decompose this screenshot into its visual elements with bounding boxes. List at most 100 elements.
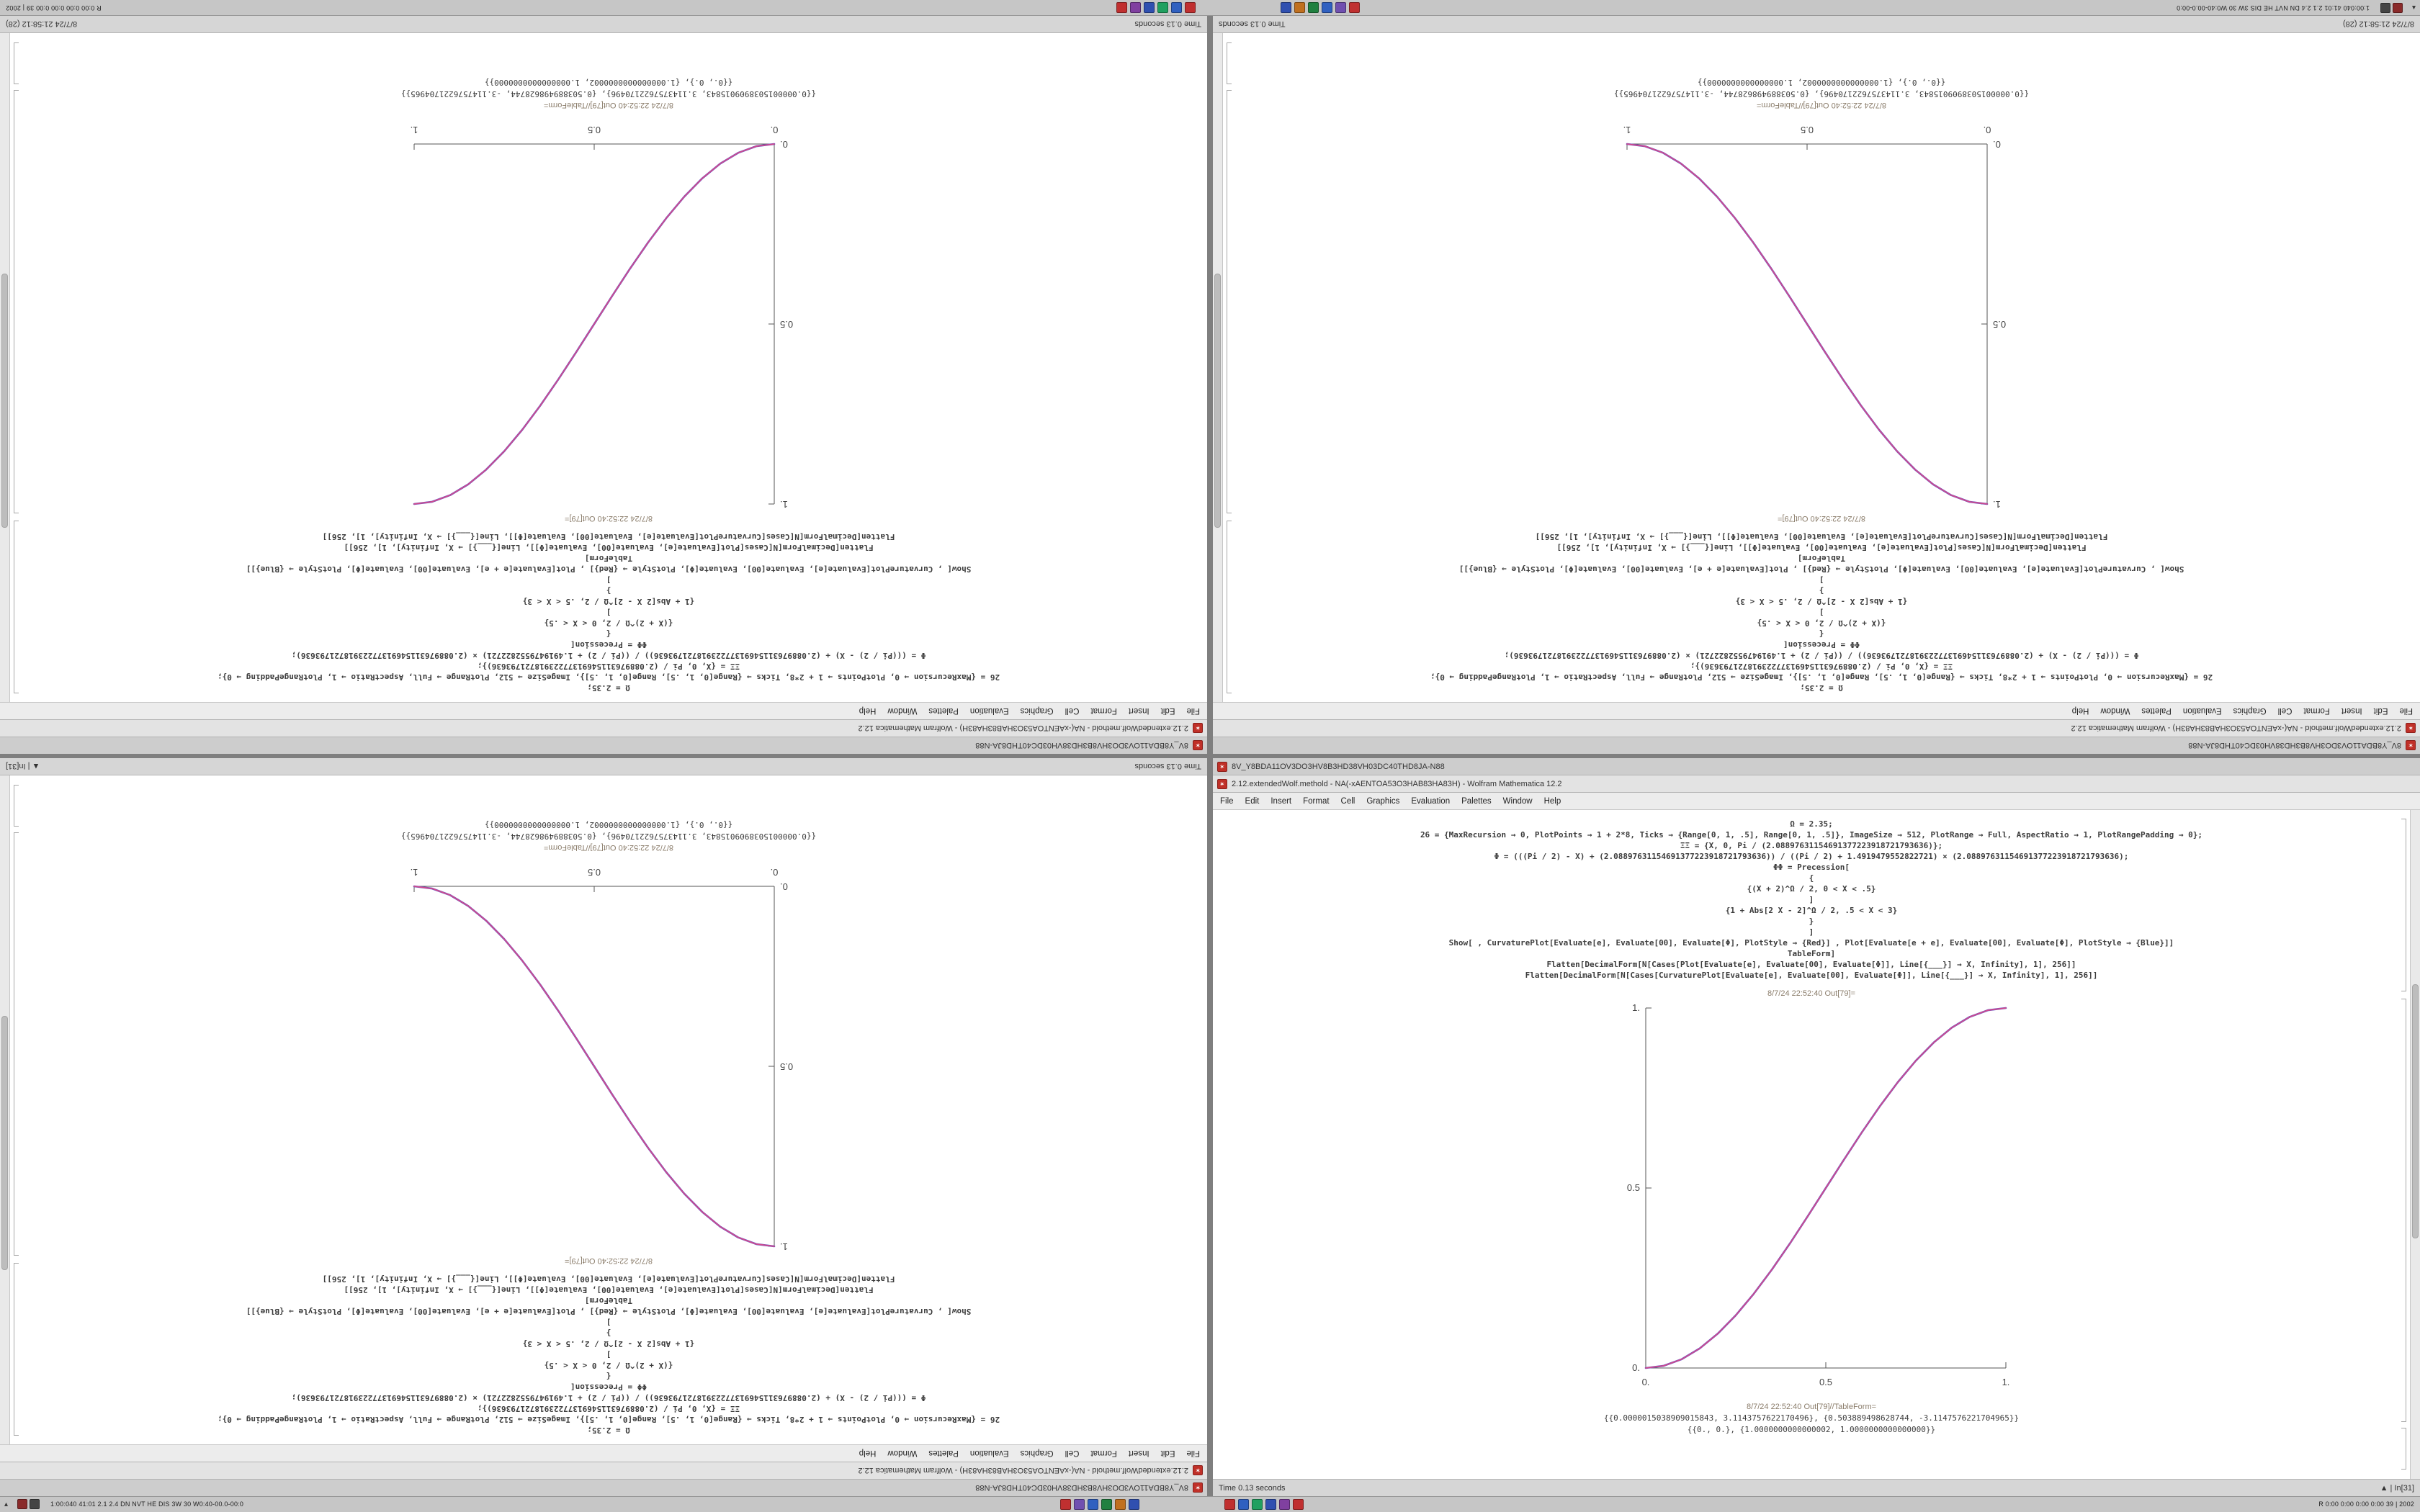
scrollbar-thumb[interactable] [1214,274,1221,528]
code-line[interactable]: Ω = 2.35; [1790,819,1833,829]
menu-insert[interactable]: Insert [1128,1449,1150,1458]
scrollbar-thumb[interactable] [2412,984,2419,1238]
tray-icon[interactable] [2393,3,2403,13]
code-line[interactable]: ΦΦ = Precession[ [570,640,647,649]
window-titlebar[interactable]: 2.12.extendedWolf.methold - NA(-xAENTOA5… [0,1462,1207,1479]
menu-evaluation[interactable]: Evaluation [2182,706,2222,716]
code-line[interactable]: } [1819,586,1824,595]
tray-icon[interactable] [1157,2,1168,13]
code-line[interactable]: { [1819,629,1824,639]
output-plot[interactable]: 0. 0.5 1. 0. 0.5 1. [1613,114,2030,511]
code-line[interactable]: ] [1809,927,1814,937]
code-line[interactable]: ] [1809,895,1814,904]
menu-help[interactable]: Help [859,1449,877,1458]
code-line[interactable]: Show[ , CurvaturePlot[Evaluate[e], Evalu… [246,1307,972,1316]
code-line[interactable]: Flatten[DecimalForm[N[Cases[Plot[Evaluat… [1556,543,2087,552]
code-line[interactable]: Φ = (((Pi / 2) - X) + (2.088976311546913… [291,651,926,660]
cell-bracket-graphics[interactable] [14,90,19,513]
system-tray-group-a[interactable] [1059,1499,1139,1510]
menu-palettes[interactable]: Palettes [1461,796,1492,806]
code-line[interactable]: 26 = {MaxRecursion → 0, PlotPoints → 1 +… [1420,830,2203,840]
cell-bracket-graphics[interactable] [2401,999,2406,1422]
scrollbar[interactable] [1213,33,1223,702]
cell-bracket-tableform[interactable] [1227,42,1232,84]
code-line[interactable]: 26 = {MaxRecursion → 0, PlotPoints → 1 +… [217,1415,1000,1424]
tableform-output[interactable]: {{0.0000015038909015843, 3.1143757622170… [401,819,816,842]
menu-evaluation[interactable]: Evaluation [969,706,1009,716]
workspace-caret-icon[interactable]: ▴ [2411,4,2416,12]
tray-icon[interactable] [1281,2,1292,13]
tray-icon[interactable] [1116,2,1127,13]
window-titlebar[interactable]: 2.12.extendedWolf.methold - NA(-xAENTOA5… [0,719,1207,737]
code-line[interactable]: {(X + 2)^Ω / 2, 0 < X < .5} [544,1361,673,1370]
menu-file[interactable]: File [2399,706,2413,716]
menu-insert[interactable]: Insert [1128,706,1150,716]
tray-icon[interactable] [1184,2,1196,13]
code-line[interactable]: Flatten[DecimalForm[N[Cases[CurvaturePlo… [322,532,895,541]
tableform-output[interactable]: {{0.0000015038909015843, 3.1143757622170… [1614,76,2029,99]
menu-cell[interactable]: Cell [1065,1449,1080,1458]
menu-edit[interactable]: Edit [1245,796,1260,806]
tray-icon[interactable] [1335,2,1347,13]
menu-window[interactable]: Window [2100,706,2130,716]
menu-window[interactable]: Window [1502,796,1533,806]
code-line[interactable]: {(X + 2)^Ω / 2, 0 < X < .5} [544,618,673,628]
tray-icon[interactable] [17,1499,27,1509]
menu-window[interactable]: Window [887,706,918,716]
code-line[interactable]: ΦΦ = Precession[ [1783,640,1860,649]
code-line[interactable]: Φ = (((Pi / 2) - X) + (2.088976311546913… [1504,651,2139,660]
code-line[interactable]: ΞΞ = {X, 0, Pi / (2.08897631154691377223… [477,1404,740,1413]
menu-palettes[interactable]: Palettes [928,1449,959,1458]
code-line[interactable]: ] [606,575,611,585]
code-line[interactable]: ] [606,1350,611,1359]
menu-graphics[interactable]: Graphics [1366,796,1400,806]
output-plot[interactable]: 0. 0.5 1. 0. 0.5 1. [1603,1001,2020,1398]
menu-insert[interactable]: Insert [1270,796,1292,806]
tray-icon[interactable] [1129,2,1141,13]
tray-icon[interactable] [1308,2,1319,13]
tray-icon[interactable] [1279,1499,1291,1510]
code-line[interactable]: ] [606,608,611,617]
tray-icon[interactable] [1224,1499,1236,1510]
menu-evaluation[interactable]: Evaluation [1411,796,1451,806]
code-line[interactable]: TableForm] [584,1296,633,1305]
code-line[interactable]: { [606,629,611,639]
window-titlebar[interactable]: 2.12.extendedWolf.methold - NA(-xAENTOA5… [1213,719,2420,737]
menu-help[interactable]: Help [2071,706,2089,716]
menu-graphics[interactable]: Graphics [2233,706,2267,716]
tray-icon[interactable] [1143,2,1155,13]
code-line[interactable]: Show[ , CurvaturePlot[Evaluate[e], Evalu… [1448,938,2174,948]
tableform-output[interactable]: {{0.0000015038909015843, 3.1143757622170… [1604,1413,2019,1436]
code-line[interactable]: Show[ , CurvaturePlot[Evaluate[e], Evalu… [1458,564,2184,574]
tray-icon[interactable] [1238,1499,1250,1510]
system-tray-group-b[interactable] [1224,1499,1304,1510]
menu-palettes[interactable]: Palettes [2141,706,2172,716]
code-line[interactable]: Flatten[DecimalForm[N[Cases[Plot[Evaluat… [344,1285,874,1295]
code-line[interactable]: Flatten[DecimalForm[N[Cases[CurvaturePlo… [1525,971,2098,980]
code-line[interactable]: Φ = (((Pi / 2) - X) + (2.088976311546913… [291,1393,926,1403]
tray-icon[interactable] [1087,1499,1098,1510]
tray-icon[interactable] [1322,2,1333,13]
taskbar-launcher-icons[interactable] [2380,3,2403,13]
menu-file[interactable]: File [1186,706,1200,716]
menu-format[interactable]: Format [1303,796,1330,806]
cell-bracket-input[interactable] [2401,819,2406,991]
tray-icon[interactable] [30,1499,40,1509]
code-line[interactable]: 26 = {MaxRecursion → 0, PlotPoints → 1 +… [1430,672,2213,682]
menu-file[interactable]: File [1220,796,1234,806]
tray-icon[interactable] [1252,1499,1263,1510]
code-line[interactable]: {(X + 2)^Ω / 2, 0 < X < .5} [1757,618,1886,628]
menu-insert[interactable]: Insert [2341,706,2362,716]
cell-bracket-input[interactable] [14,521,19,693]
menu-edit[interactable]: Edit [1160,706,1175,716]
window-titlebar[interactable]: 2.12.extendedWolf.methold - NA(-xAENTOA5… [1213,775,2420,793]
code-line[interactable]: ΦΦ = Precession[ [570,1382,647,1392]
scrollbar-thumb[interactable] [1,1016,8,1271]
cell-bracket-graphics[interactable] [1227,90,1232,513]
code-line[interactable]: ΞΞ = {X, 0, Pi / (2.08897631154691377223… [1690,662,1953,671]
code-line[interactable]: } [606,586,611,595]
code-line[interactable]: { [606,1372,611,1381]
code-line[interactable]: Flatten[DecimalForm[N[Cases[CurvaturePlo… [322,1274,895,1284]
tableform-output[interactable]: {{0.0000015038909015843, 3.1143757622170… [401,76,816,99]
tray-icon[interactable] [1128,1499,1139,1510]
